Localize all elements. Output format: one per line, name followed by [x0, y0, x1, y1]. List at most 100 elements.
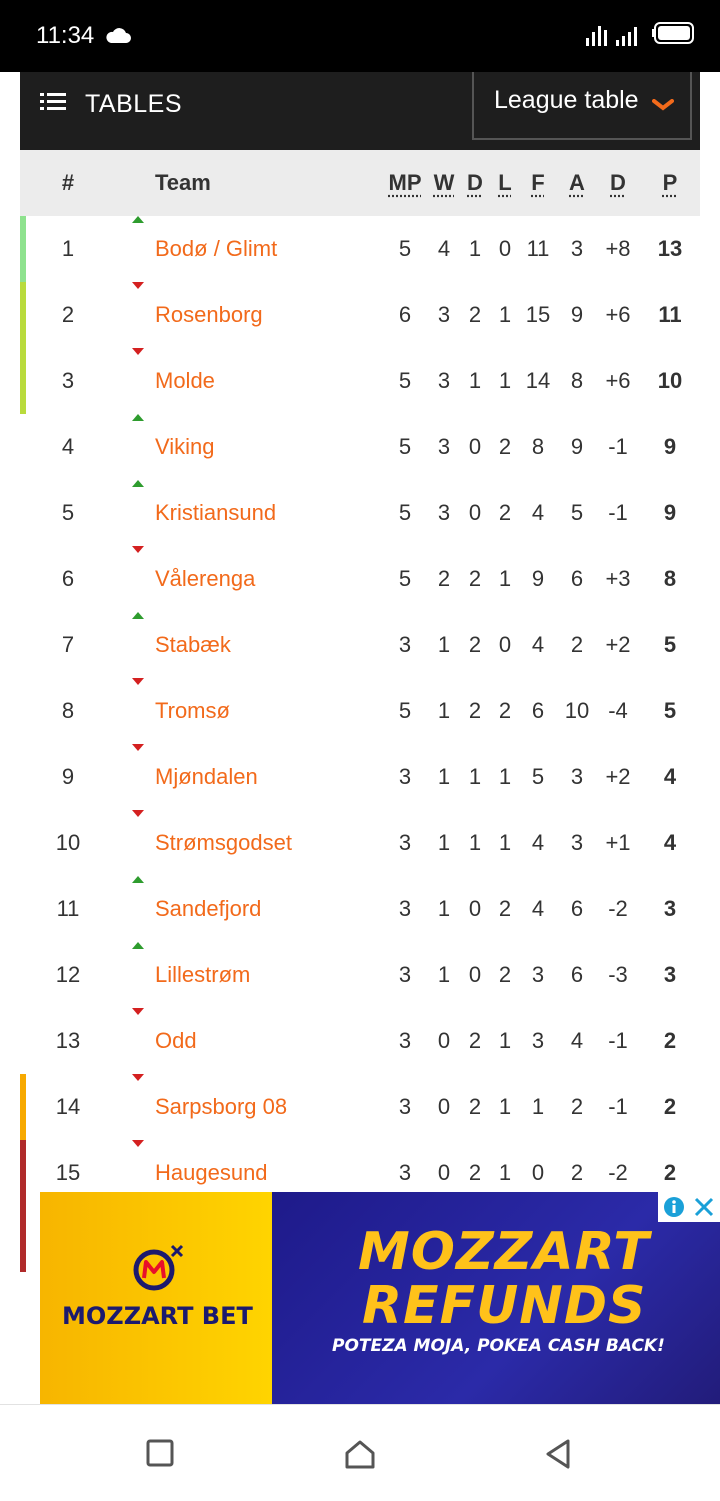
row-mp: 5	[398, 368, 412, 393]
row-losses: 2	[498, 698, 512, 723]
row-points: 8	[663, 566, 677, 591]
row-losses: 1	[498, 368, 512, 393]
col-rank: #	[61, 170, 75, 195]
row-draws: 0	[468, 896, 482, 921]
row-goals-against: 3	[570, 764, 584, 789]
row-goals-against: 9	[570, 302, 584, 327]
team-name[interactable]: Rosenborg	[155, 302, 263, 327]
team-name[interactable]: Haugesund	[155, 1160, 268, 1185]
row-points: 13	[657, 236, 683, 261]
row-goal-diff: +1	[605, 830, 631, 855]
ad-banner[interactable]: MOZZART BET MOZZART REFUNDS POTEZA MOJA,…	[40, 1192, 720, 1404]
dropdown-label: League table	[494, 86, 639, 114]
row-goal-diff: +8	[605, 236, 631, 261]
row-goals-against: 6	[570, 896, 584, 921]
team-name[interactable]: Odd	[155, 1028, 197, 1053]
row-goals-against: 2	[570, 1160, 584, 1185]
table-row[interactable]: 9 Mjøndalen 3 1 1 1 5 3 +2 4	[20, 744, 700, 810]
table-row[interactable]: 11 Sandefjord 3 1 0 2 4 6 -2 3	[20, 876, 700, 942]
team-name[interactable]: Sandefjord	[155, 896, 262, 921]
table-row[interactable]: 12 Lillestrøm 3 1 0 2 3 6 -3 3	[20, 942, 700, 1008]
back-icon[interactable]	[544, 1439, 572, 1474]
team-name[interactable]: Mjøndalen	[155, 764, 258, 789]
row-mp: 3	[398, 830, 412, 855]
recent-apps-icon[interactable]	[146, 1439, 174, 1472]
row-goals-for: 4	[531, 830, 545, 855]
table-row[interactable]: 5 Kristiansund 5 3 0 2 4 5 -1 9	[20, 480, 700, 546]
team-name[interactable]: Tromsø	[155, 698, 230, 723]
ad-info-icon[interactable]	[662, 1195, 686, 1224]
row-rank: 5	[61, 500, 75, 525]
team-name[interactable]: Viking	[155, 434, 215, 459]
row-losses: 1	[498, 566, 512, 591]
row-draws: 2	[468, 632, 482, 657]
row-goals-for: 8	[531, 434, 545, 459]
relegation-zone-bar	[20, 1188, 26, 1272]
row-rank: 9	[61, 764, 75, 789]
row-losses: 2	[498, 896, 512, 921]
tables-header: TABLES League table	[20, 72, 700, 150]
row-goals-for: 4	[531, 632, 545, 657]
team-name[interactable]: Sarpsborg 08	[155, 1094, 288, 1119]
row-goals-against: 10	[564, 698, 590, 723]
row-draws: 2	[468, 1028, 482, 1053]
ad-brand: MOZZART BET	[62, 1302, 253, 1330]
row-points: 3	[663, 896, 677, 921]
menu-icon[interactable]	[40, 92, 66, 117]
team-name[interactable]: Kristiansund	[155, 500, 277, 525]
table-row[interactable]: 7 Stabæk 3 1 2 0 4 2 +2 5	[20, 612, 700, 678]
row-draws: 1	[468, 764, 482, 789]
signal-icon	[584, 22, 696, 49]
table-row[interactable]: 13 Odd 3 0 2 1 3 4 -1 2	[20, 1008, 700, 1074]
row-goal-diff: +2	[605, 632, 631, 657]
row-points: 4	[663, 830, 677, 855]
row-goals-for: 4	[531, 500, 545, 525]
row-draws: 0	[468, 434, 482, 459]
battery-icon	[652, 22, 696, 49]
row-goals-against: 5	[570, 500, 584, 525]
row-points: 9	[663, 500, 677, 525]
row-points: 10	[657, 368, 683, 393]
table-row[interactable]: 1 Bodø / Glimt 5 4 1 0 11 3 +8 13	[20, 216, 700, 282]
row-wins: 2	[437, 566, 451, 591]
league-table-dropdown[interactable]: League table	[472, 72, 692, 140]
col-goal-difference: D	[610, 170, 626, 195]
status-time: 11:34	[36, 22, 95, 49]
row-wins: 0	[437, 1028, 451, 1053]
row-goals-for: 1	[531, 1094, 545, 1119]
table-row[interactable]: 10 Strømsgodset 3 1 1 1 4 3 +1 4	[20, 810, 700, 876]
row-rank: 8	[61, 698, 75, 723]
row-goals-for: 4	[531, 896, 545, 921]
ad-close-icon[interactable]	[692, 1195, 716, 1224]
team-name[interactable]: Vålerenga	[155, 566, 256, 591]
table-row[interactable]: 2 Rosenborg 6 3 2 1 15 9 +6 11	[20, 282, 700, 348]
zone-indicator	[20, 282, 26, 348]
row-points: 5	[663, 698, 677, 723]
col-goals-against: A	[569, 170, 585, 195]
row-mp: 3	[398, 896, 412, 921]
team-name[interactable]: Strømsgodset	[155, 830, 292, 855]
table-row[interactable]: 8 Tromsø 5 1 2 2 6 10 -4 5	[20, 678, 700, 744]
row-points: 5	[663, 632, 677, 657]
team-name[interactable]: Molde	[155, 368, 215, 393]
row-wins: 1	[437, 764, 451, 789]
row-wins: 0	[437, 1094, 451, 1119]
row-goal-diff: -1	[608, 434, 628, 459]
team-name[interactable]: Lillestrøm	[155, 962, 251, 987]
team-name[interactable]: Bodø / Glimt	[155, 236, 278, 261]
table-row[interactable]: 14 Sarpsborg 08 3 0 2 1 1 2 -1 2	[20, 1074, 700, 1140]
row-goals-for: 3	[531, 962, 545, 987]
row-draws: 2	[468, 566, 482, 591]
ad-controls	[658, 1192, 720, 1222]
table-row[interactable]: 3 Molde 5 3 1 1 14 8 +6 10	[20, 348, 700, 414]
row-goals-for: 3	[531, 1028, 545, 1053]
row-goals-against: 9	[570, 434, 584, 459]
table-row[interactable]: 4 Viking 5 3 0 2 8 9 -1 9	[20, 414, 700, 480]
team-name[interactable]: Stabæk	[155, 632, 231, 657]
row-points: 2	[663, 1160, 677, 1185]
table-row[interactable]: 6 Vålerenga 5 2 2 1 9 6 +3 8	[20, 546, 700, 612]
row-mp: 6	[398, 302, 412, 327]
table-row[interactable]: 15 Haugesund 3 0 2 1 0 2 -2 2	[20, 1140, 700, 1206]
home-icon[interactable]	[344, 1439, 376, 1474]
page-title[interactable]: TABLES	[85, 90, 183, 118]
